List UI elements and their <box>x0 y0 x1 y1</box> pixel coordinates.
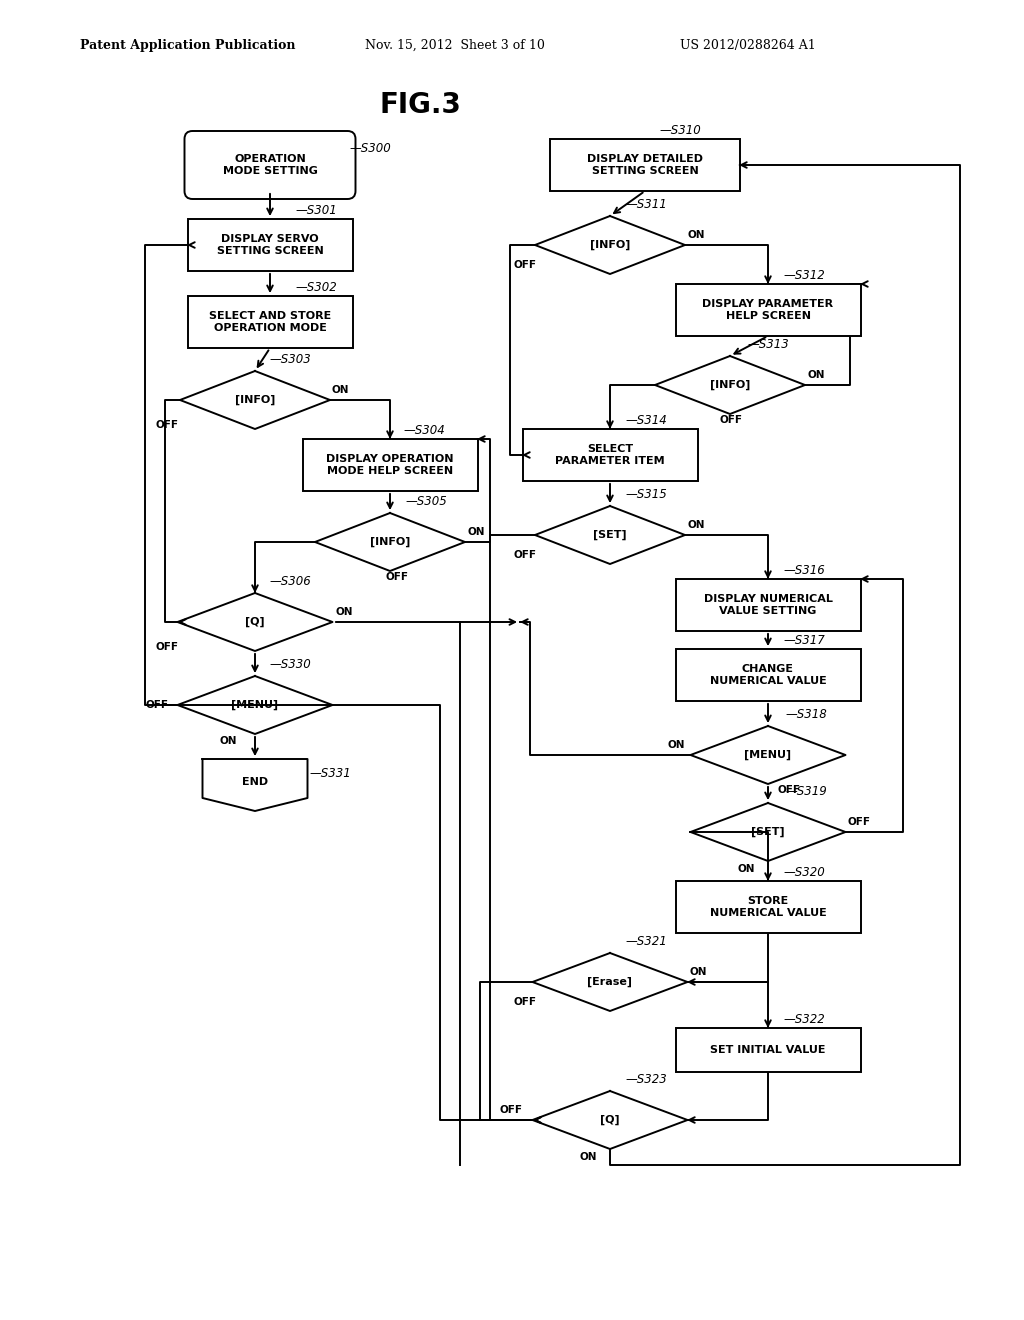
Text: SET INITIAL VALUE: SET INITIAL VALUE <box>711 1045 825 1055</box>
Text: —S320: —S320 <box>784 866 825 879</box>
Bar <box>187 296 352 348</box>
Text: [INFO]: [INFO] <box>710 380 751 391</box>
Text: STORE
NUMERICAL VALUE: STORE NUMERICAL VALUE <box>710 896 826 917</box>
Text: ON: ON <box>687 520 705 531</box>
Text: ON: ON <box>738 865 756 874</box>
Text: —S316: —S316 <box>784 564 825 577</box>
Text: [INFO]: [INFO] <box>590 240 630 249</box>
Text: DISPLAY PARAMETER
HELP SCREEN: DISPLAY PARAMETER HELP SCREEN <box>702 300 834 321</box>
Polygon shape <box>203 759 307 810</box>
Text: DISPLAY NUMERICAL
VALUE SETTING: DISPLAY NUMERICAL VALUE SETTING <box>703 594 833 616</box>
Text: —S303: —S303 <box>270 352 311 366</box>
Text: —S322: —S322 <box>784 1012 825 1026</box>
Text: —S330: —S330 <box>270 657 311 671</box>
Text: —S300: —S300 <box>350 143 392 154</box>
Text: DISPLAY OPERATION
MODE HELP SCREEN: DISPLAY OPERATION MODE HELP SCREEN <box>327 454 454 475</box>
Bar <box>676 579 860 631</box>
Text: —S313: —S313 <box>748 338 790 351</box>
Text: END: END <box>242 777 268 787</box>
Text: [Erase]: [Erase] <box>588 977 633 987</box>
Text: OFF: OFF <box>145 700 168 710</box>
Text: US 2012/0288264 A1: US 2012/0288264 A1 <box>680 38 816 51</box>
Text: [INFO]: [INFO] <box>234 395 275 405</box>
Text: [Q]: [Q] <box>600 1115 620 1125</box>
Text: ON: ON <box>467 527 484 537</box>
Text: DISPLAY DETAILED
SETTING SCREEN: DISPLAY DETAILED SETTING SCREEN <box>587 154 703 176</box>
Text: —S301: —S301 <box>295 205 337 216</box>
Text: —S315: —S315 <box>625 488 667 502</box>
Text: OFF: OFF <box>778 785 801 795</box>
Text: [MENU]: [MENU] <box>231 700 279 710</box>
Text: [SET]: [SET] <box>752 826 784 837</box>
FancyBboxPatch shape <box>184 131 355 199</box>
Bar <box>550 139 740 191</box>
Text: ON: ON <box>807 370 824 380</box>
Text: ON: ON <box>335 607 352 616</box>
Text: [SET]: [SET] <box>593 529 627 540</box>
Text: ON: ON <box>668 741 685 750</box>
Text: —S321: —S321 <box>625 935 667 948</box>
Text: OFF: OFF <box>513 550 536 560</box>
Bar <box>676 649 860 701</box>
Text: —S305: —S305 <box>406 495 446 508</box>
Polygon shape <box>532 1092 687 1148</box>
Polygon shape <box>177 593 333 651</box>
Text: Nov. 15, 2012  Sheet 3 of 10: Nov. 15, 2012 Sheet 3 of 10 <box>365 38 545 51</box>
Bar <box>302 440 477 491</box>
Text: —S323: —S323 <box>625 1073 667 1086</box>
Text: FIG.3: FIG.3 <box>379 91 461 119</box>
Text: [MENU]: [MENU] <box>744 750 792 760</box>
Bar <box>187 219 352 271</box>
Text: [INFO]: [INFO] <box>370 537 411 546</box>
Polygon shape <box>690 726 846 784</box>
Text: Patent Application Publication: Patent Application Publication <box>80 38 296 51</box>
Text: DISPLAY SERVO
SETTING SCREEN: DISPLAY SERVO SETTING SCREEN <box>217 234 324 256</box>
Text: ON: ON <box>687 230 705 240</box>
Polygon shape <box>535 506 685 564</box>
Text: —S317: —S317 <box>784 634 825 647</box>
Text: SELECT
PARAMETER ITEM: SELECT PARAMETER ITEM <box>555 445 665 466</box>
Text: —S302: —S302 <box>295 281 337 294</box>
Text: —S312: —S312 <box>784 269 825 282</box>
Bar <box>676 1028 860 1072</box>
Text: —S304: —S304 <box>404 424 445 437</box>
Text: —S331: —S331 <box>310 767 352 780</box>
Polygon shape <box>315 513 465 572</box>
Text: OFF: OFF <box>155 420 178 430</box>
Text: OFF: OFF <box>155 642 178 652</box>
Polygon shape <box>180 371 330 429</box>
Text: OFF: OFF <box>513 260 536 271</box>
Bar <box>676 880 860 933</box>
Text: OFF: OFF <box>720 414 743 425</box>
Text: SELECT AND STORE
OPERATION MODE: SELECT AND STORE OPERATION MODE <box>209 312 331 333</box>
Polygon shape <box>532 953 687 1011</box>
Text: —S311: —S311 <box>625 198 667 211</box>
Text: CHANGE
NUMERICAL VALUE: CHANGE NUMERICAL VALUE <box>710 664 826 686</box>
Bar <box>522 429 697 480</box>
Text: ON: ON <box>580 1152 597 1162</box>
Polygon shape <box>535 216 685 275</box>
Text: ON: ON <box>332 385 349 395</box>
Text: —S319: —S319 <box>786 785 827 799</box>
Text: —S314: —S314 <box>625 414 667 426</box>
Text: —S318: —S318 <box>786 708 827 721</box>
Text: OFF: OFF <box>848 817 871 828</box>
Text: ON: ON <box>690 968 708 977</box>
Polygon shape <box>177 676 333 734</box>
Polygon shape <box>655 356 805 414</box>
Text: OPERATION
MODE SETTING: OPERATION MODE SETTING <box>222 154 317 176</box>
Text: OFF: OFF <box>500 1105 523 1115</box>
Bar <box>676 284 860 337</box>
Text: ON: ON <box>220 737 238 746</box>
Text: —S310: —S310 <box>660 124 701 137</box>
Text: —S306: —S306 <box>270 576 311 587</box>
Text: [Q]: [Q] <box>245 616 265 627</box>
Polygon shape <box>690 803 846 861</box>
Text: OFF: OFF <box>513 997 536 1007</box>
Text: OFF: OFF <box>385 572 408 582</box>
